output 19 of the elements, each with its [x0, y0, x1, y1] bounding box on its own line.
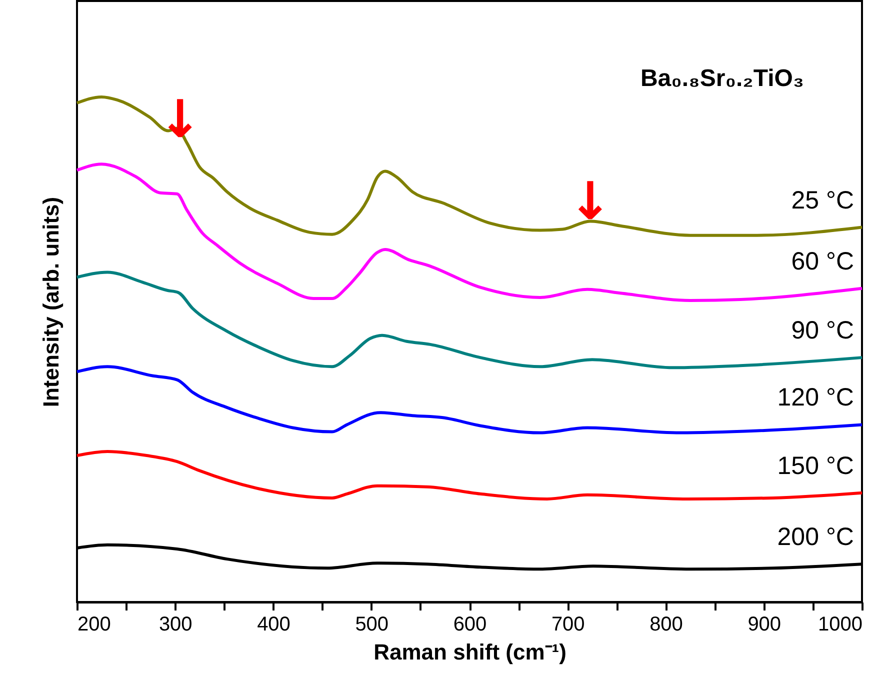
x-axis-title: Raman shift (cm⁻¹) [374, 640, 566, 664]
series-label: 90 °C [791, 316, 854, 345]
x-tick-label: 900 [748, 614, 782, 636]
y-axis-title: Intensity (arb. units) [38, 196, 64, 408]
x-tick-label: 200 [78, 614, 111, 636]
series-label: 25 °C [791, 186, 854, 214]
x-tick-label: 400 [257, 614, 290, 636]
series-label: 200 °C [777, 523, 854, 552]
annotation: ↓ [568, 172, 612, 232]
series-label: 150 °C [777, 452, 854, 480]
x-tick-label: 300 [158, 614, 192, 636]
series-label: 120 °C [777, 384, 854, 412]
x-tick-label: 700 [551, 614, 585, 636]
x-tick-label: 1000 [818, 614, 862, 636]
text: Ba₀.₈Sr₀.₂TiO₃ [640, 65, 804, 92]
x-tick-label: 800 [650, 614, 683, 636]
series-label: 60 °C [791, 247, 854, 276]
x-tick-label: 500 [355, 614, 389, 636]
x-tick-label: 600 [453, 614, 487, 636]
